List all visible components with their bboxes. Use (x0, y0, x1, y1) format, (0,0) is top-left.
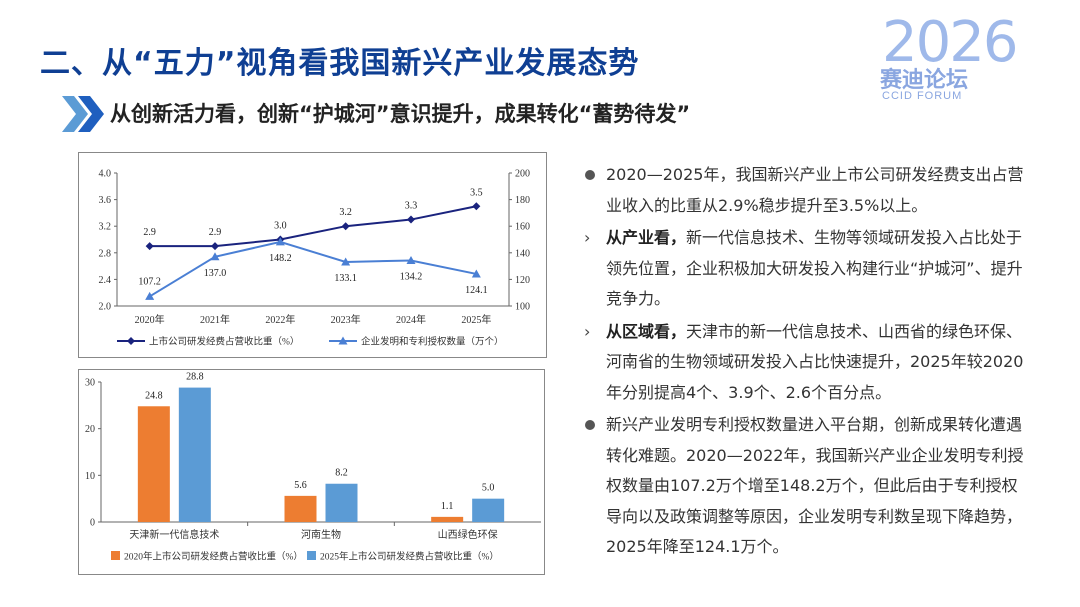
rd-patent-line-chart: 2.0 2.4 2.8 3.2 3.6 4.0 100 120 140 160 180 200 2020… (99, 169, 531, 348)
y-tick-label: 0 (90, 518, 95, 529)
data-label-patents: 148.2 (269, 253, 292, 264)
bar-data-label: 24.8 (145, 390, 163, 401)
data-point-rd-ratio (341, 222, 350, 231)
bar-chart-panel: 0 10 20 30 24.8 28.8 天津新一代信息技术 5.6 8.2 河南生物 1.1 5.0… (78, 369, 545, 575)
ccid-forum-logo: 2026 赛迪论坛 CCID FORUM (872, 10, 1019, 106)
bar-data-label: 1.1 (441, 501, 454, 512)
bar-data-label: 5.6 (294, 480, 307, 491)
y-tick-label-right: 140 (515, 248, 530, 259)
x-tick-label: 河南生物 (301, 528, 341, 541)
data-label-patents: 124.1 (465, 285, 488, 296)
bar-2025 (325, 483, 358, 522)
logo-number: 2026 (882, 10, 1019, 75)
y-tick-label-right: 100 (515, 302, 530, 313)
y-tick-label-left: 2.4 (99, 275, 112, 286)
data-point-rd-ratio (407, 215, 415, 224)
y-tick-label-right: 200 (515, 169, 530, 180)
y-tick-label-left: 2.0 (99, 302, 112, 313)
bullet-item-2: › 从产业看，新一代信息技术、生物等领域研发投入占比处于领先位置，企业积极加大研… (584, 223, 1024, 315)
bullet-dot-icon (585, 170, 595, 180)
logo-cn: 赛迪论坛 (880, 68, 969, 93)
legend-label-patents: 企业发明和专利授权数量（万个） (361, 336, 504, 348)
section-subtitle: 从创新活力看，创新“护城河”意识提升，成果转化“蓄势待发” (110, 102, 691, 126)
x-tick-label: 2023年 (331, 313, 361, 326)
y-tick-label: 30 (85, 378, 95, 389)
data-label-patents: 134.2 (400, 272, 423, 283)
data-label-rd-ratio: 2.9 (143, 227, 156, 238)
bullet-list: 2020—2025年，我国新兴产业上市公司研发经费支出占营业收入的比重从2.9%… (584, 160, 1024, 565)
series-line-patents (149, 240, 477, 298)
x-tick-label: 2024年 (396, 313, 426, 326)
bullet-text: 新一代信息技术、生物等领域研发投入占比处于领先位置，企业积极加大研发投入构建行业… (606, 228, 1023, 308)
y-tick-label-right: 180 (515, 195, 530, 206)
data-label-rd-ratio: 2.9 (209, 227, 222, 238)
logo-en: CCID FORUM (882, 90, 963, 102)
y-tick-label: 20 (85, 424, 95, 435)
legend-swatch-2025 (307, 551, 316, 560)
legend-label-rd-ratio: 上市公司研发经费占营收比重（%） (149, 336, 299, 348)
legend-swatch-2020 (111, 551, 120, 560)
y-tick-label-left: 4.0 (99, 169, 112, 180)
x-tick-label: 2022年 (265, 313, 295, 326)
bar-2025 (178, 387, 211, 522)
bullet-text: 新兴产业发明专利授权数量进入平台期，创新成果转化遭遇转化难题。2020—2022… (606, 415, 1024, 556)
bar-data-label: 28.8 (186, 372, 204, 383)
data-label-patents: 137.0 (204, 268, 227, 279)
data-point-rd-ratio (211, 242, 219, 251)
bar-data-label: 5.0 (482, 483, 495, 494)
chevron-right-icon: › (584, 321, 591, 341)
data-point-patents (341, 257, 351, 266)
data-label-patents: 107.2 (138, 276, 161, 287)
data-point-patents (406, 256, 416, 265)
legend-marker-patents (338, 336, 348, 345)
bullet-item-1: 2020—2025年，我国新兴产业上市公司研发经费支出占营业收入的比重从2.9%… (584, 160, 1024, 221)
bar-data-label: 8.2 (335, 468, 348, 479)
y-tick-label-left: 3.2 (99, 222, 112, 233)
legend-label-2025: 2025年上市公司研发经费占营收比重（%） (320, 551, 499, 563)
data-label-rd-ratio: 3.2 (339, 207, 352, 218)
data-point-patents (145, 291, 155, 300)
page-title: 二、从“五力”视角看我国新兴产业发展态势 (40, 46, 640, 81)
data-point-patents (275, 237, 285, 246)
bar-2025 (472, 498, 505, 522)
bullet-lead: 从产业看， (606, 228, 687, 247)
data-point-patents (471, 269, 481, 278)
y-tick-label-right: 120 (515, 275, 530, 286)
regional-rd-bar-chart: 0 10 20 30 24.8 28.8 天津新一代信息技术 5.6 8.2 河南生物 1.1 5.0… (85, 372, 541, 563)
line-chart-panel: 2.0 2.4 2.8 3.2 3.6 4.0 100 120 140 160 180 200 2020… (78, 152, 547, 358)
y-tick-label-left: 2.8 (99, 248, 112, 259)
bullet-text: 2020—2025年，我国新兴产业上市公司研发经费支出占营业收入的比重从2.9%… (606, 165, 1024, 215)
y-tick-label-left: 3.6 (99, 195, 112, 206)
x-tick-label: 山西绿色环保 (438, 528, 498, 541)
chevron-right-icon: › (584, 228, 591, 247)
data-label-rd-ratio: 3.0 (274, 221, 287, 232)
x-tick-label: 2020年 (135, 313, 165, 326)
bar-2020 (284, 495, 317, 522)
bullet-text: 天津市的新一代信息技术、山西省的绿色环保、河南省的生物领域研发投入占比快速提升，… (606, 321, 1024, 402)
series-line-rd-ratio (149, 205, 477, 248)
data-label-rd-ratio: 3.5 (470, 187, 483, 198)
bullet-lead: 从区域看， (606, 321, 687, 341)
data-label-rd-ratio: 3.3 (405, 201, 418, 212)
chevron-right-icon (62, 96, 104, 132)
y-tick-label-right: 160 (515, 222, 530, 233)
bullet-item-3: › 从区域看，天津市的新一代信息技术、山西省的绿色环保、河南省的生物领域研发投入… (584, 317, 1024, 409)
x-tick-label: 2021年 (200, 313, 230, 326)
bullet-item-4: 新兴产业发明专利授权数量进入平台期，创新成果转化遭遇转化难题。2020—2022… (584, 410, 1024, 563)
x-tick-label: 天津新一代信息技术 (129, 528, 219, 541)
data-label-patents: 133.1 (334, 273, 357, 284)
data-point-rd-ratio (472, 202, 481, 211)
legend-label-2020: 2020年上市公司研发经费占营收比重（%） (124, 551, 303, 563)
bullet-dot-icon (585, 420, 595, 430)
x-tick-label: 2025年 (461, 313, 491, 326)
data-point-rd-ratio (145, 242, 154, 251)
bar-2020 (137, 406, 170, 522)
y-tick-label: 10 (85, 471, 95, 482)
data-point-patents (210, 252, 220, 261)
legend-marker-rd-ratio (127, 337, 135, 345)
bar-2020 (431, 516, 464, 522)
